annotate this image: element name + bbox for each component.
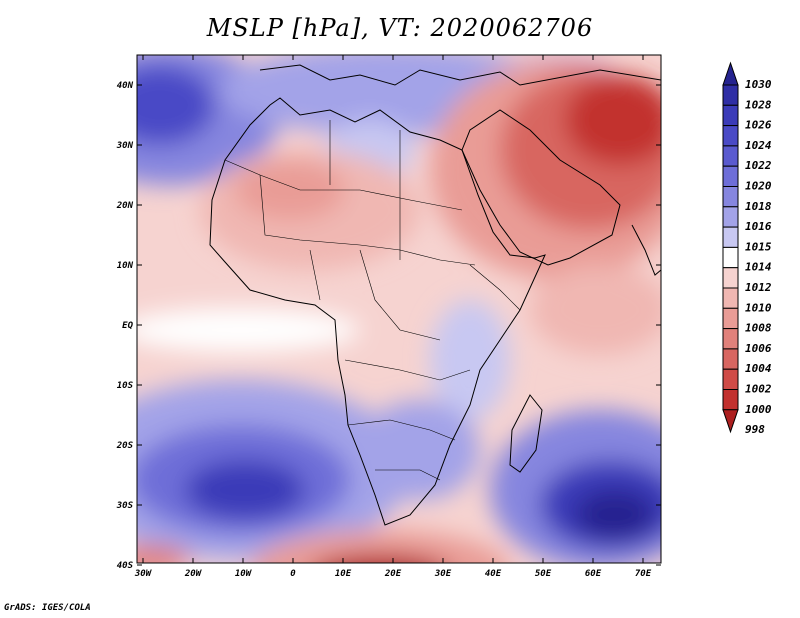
x-tick-label: 50E [535, 569, 552, 579]
x-tick-label: 40E [485, 569, 502, 579]
y-tick-label: EQ [122, 321, 133, 331]
colorbar-label: 1026 [745, 119, 772, 132]
colorbar-label: 998 [745, 423, 765, 436]
colorbar-segment [722, 145, 739, 167]
colorbar-segment [722, 186, 739, 208]
x-tick-label: 30W [134, 569, 153, 579]
india-coastline [631, 224, 661, 276]
x-tick-label: 0 [290, 569, 296, 579]
coastlines [209, 64, 661, 526]
grads-credit: GrADS: IGES/COLA [4, 603, 91, 613]
colorbar-label: 1008 [745, 322, 772, 335]
colorbar: 1030 1028 1026 1024 1022 1020 1018 1016 1015 1014… [722, 61, 772, 436]
colorbar-segment [722, 206, 739, 228]
mslp-map: 30W 20W 10W 0 10E 20E 30E 40E 50E 60E 70E 40N 30N 20N… [116, 54, 772, 579]
y-tick-label: 40N [117, 81, 134, 91]
colorbar-segment [722, 125, 739, 147]
arabia-coastline [461, 109, 621, 266]
colorbar-segment [722, 368, 739, 391]
x-tick-label: 10W [235, 569, 253, 579]
colorbar-label: 1030 [745, 78, 772, 91]
colorbar-label: 1020 [745, 180, 772, 193]
axis-ticks: 30W 20W 10W 0 10E 20E 30E 40E 50E 60E 70E 40N 30N 20N… [116, 55, 661, 579]
x-tick-label: 60E [585, 569, 602, 579]
colorbar-label: 1012 [745, 281, 772, 294]
colorbar-segment [722, 328, 739, 350]
colorbar-bottom-arrow [722, 409, 739, 434]
x-tick-label: 30E [434, 569, 452, 579]
colorbar-segment [722, 104, 739, 127]
colorbar-label: 1015 [745, 240, 772, 253]
x-tick-label: 20W [184, 569, 203, 579]
colorbar-label: 1028 [745, 98, 772, 111]
colorbar-label: 1004 [745, 362, 772, 375]
colorbar-top-arrow [722, 61, 739, 86]
colorbar-label: 1002 [745, 383, 772, 396]
y-tick-label: 20N [116, 201, 134, 211]
y-tick-label: 40S [117, 561, 134, 571]
colorbar-segment [722, 389, 739, 411]
colorbar-segment [722, 246, 739, 269]
colorbar-label: 1000 [745, 403, 772, 416]
colorbar-label: 1024 [745, 139, 772, 152]
madagascar-coastline [509, 394, 543, 473]
africa-coastline [209, 97, 546, 526]
colorbar-segment [722, 267, 739, 289]
colorbar-label: 1018 [745, 200, 772, 213]
colorbar-segment [722, 287, 739, 309]
europe-coastline [259, 64, 661, 86]
x-tick-label: 20E [384, 569, 402, 579]
map-title: MSLP [hPa], VT: 2020062706 [206, 14, 594, 42]
colorbar-label: 1016 [745, 220, 772, 233]
y-tick-label: 10N [117, 261, 134, 271]
colorbar-label: 1010 [745, 301, 772, 314]
map-frame [136, 54, 662, 564]
x-tick-label: 70E [635, 569, 652, 579]
borders [224, 120, 521, 481]
colorbar-label: 1006 [745, 342, 772, 355]
colorbar-segment [722, 84, 739, 106]
colorbar-label: 1022 [745, 159, 772, 172]
x-tick-label: 10E [335, 569, 352, 579]
pressure-field [137, 55, 661, 563]
y-tick-label: 20S [116, 441, 134, 451]
y-tick-label: 30S [116, 501, 134, 511]
colorbar-segment [722, 348, 739, 370]
colorbar-segment [722, 165, 739, 187]
y-tick-label: 10S [117, 381, 134, 391]
colorbar-segment [722, 226, 739, 248]
y-tick-label: 30N [116, 141, 134, 151]
colorbar-label: 1014 [745, 261, 772, 274]
colorbar-segment [722, 307, 739, 330]
